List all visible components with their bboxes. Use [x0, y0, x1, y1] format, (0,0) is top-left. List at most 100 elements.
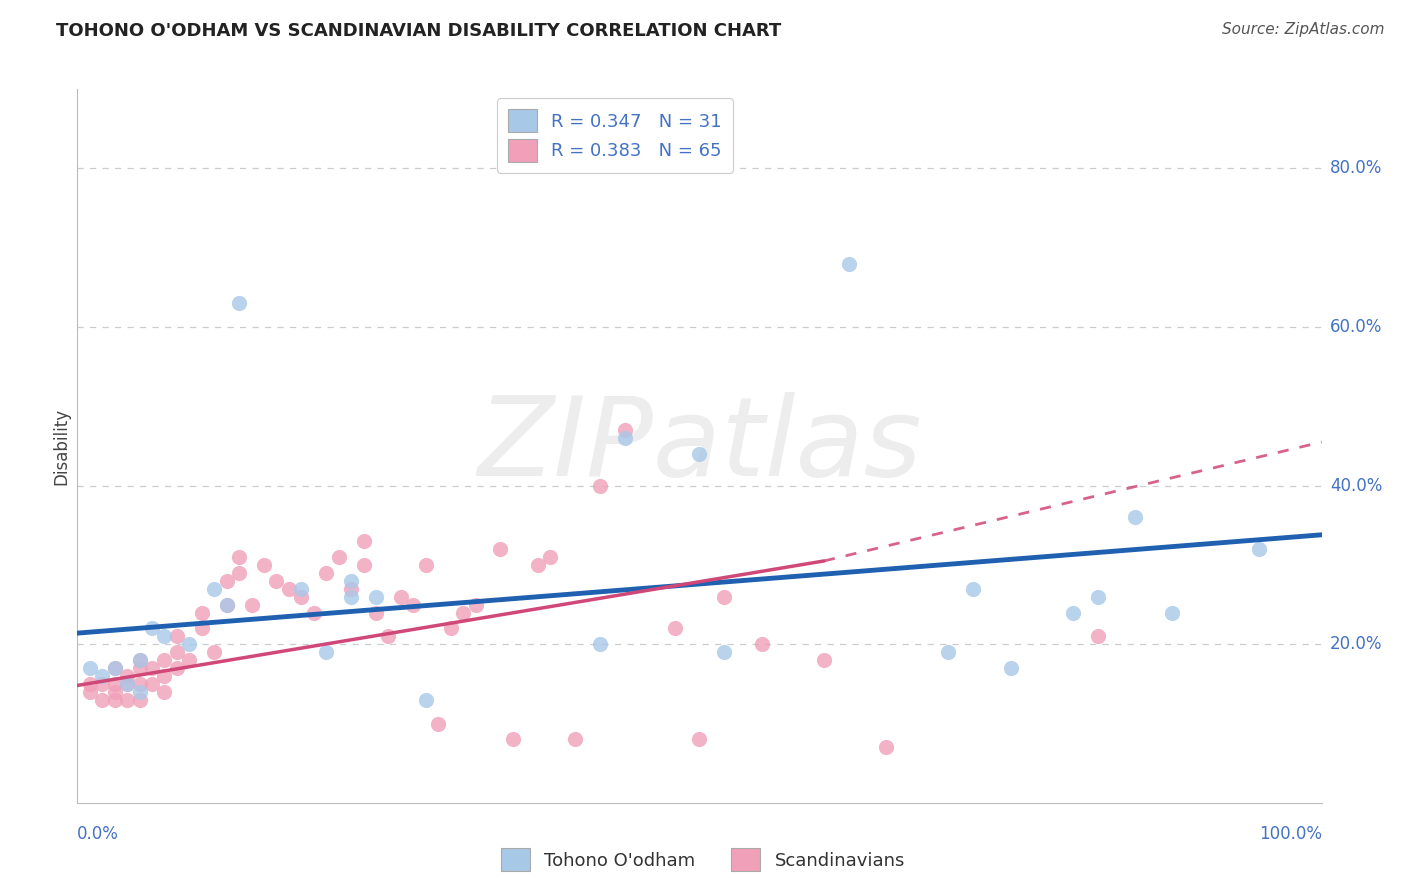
- Point: [141, 661, 163, 675]
- Point: [315, 566, 337, 580]
- Point: [202, 645, 225, 659]
- Text: Source: ZipAtlas.com: Source: ZipAtlas.com: [1222, 22, 1385, 37]
- Point: [128, 677, 150, 691]
- Point: [253, 558, 276, 572]
- Point: [91, 677, 114, 691]
- Point: [875, 740, 897, 755]
- Point: [938, 645, 960, 659]
- Text: ZIPatlas: ZIPatlas: [477, 392, 922, 500]
- Point: [302, 606, 325, 620]
- Point: [104, 661, 127, 675]
- Point: [128, 692, 150, 706]
- Point: [440, 621, 463, 635]
- Point: [115, 677, 138, 691]
- Y-axis label: Disability: Disability: [52, 408, 70, 484]
- Point: [166, 629, 188, 643]
- Point: [813, 653, 835, 667]
- Point: [402, 598, 425, 612]
- Point: [328, 549, 350, 564]
- Point: [215, 598, 238, 612]
- Point: [104, 677, 127, 691]
- Point: [153, 653, 176, 667]
- Point: [228, 549, 250, 564]
- Point: [689, 447, 711, 461]
- Point: [228, 296, 250, 310]
- Point: [1249, 542, 1271, 557]
- Point: [215, 598, 238, 612]
- Point: [451, 606, 474, 620]
- Point: [589, 637, 612, 651]
- Point: [377, 629, 399, 643]
- Point: [340, 574, 363, 588]
- Point: [489, 542, 512, 557]
- Point: [266, 574, 288, 588]
- Point: [1087, 629, 1109, 643]
- Point: [202, 582, 225, 596]
- Point: [179, 637, 201, 651]
- Point: [962, 582, 984, 596]
- Point: [589, 478, 612, 492]
- Point: [128, 685, 150, 699]
- Point: [1062, 606, 1084, 620]
- Point: [664, 621, 686, 635]
- Point: [141, 621, 163, 635]
- Point: [153, 685, 176, 699]
- Point: [538, 549, 561, 564]
- Point: [713, 590, 735, 604]
- Text: 0.0%: 0.0%: [77, 825, 120, 843]
- Point: [526, 558, 548, 572]
- Point: [115, 669, 138, 683]
- Point: [415, 692, 437, 706]
- Point: [128, 653, 150, 667]
- Point: [277, 582, 299, 596]
- Point: [128, 653, 150, 667]
- Point: [115, 692, 138, 706]
- Legend: Tohono O'odham, Scandinavians: Tohono O'odham, Scandinavians: [494, 841, 912, 879]
- Point: [228, 566, 250, 580]
- Point: [79, 685, 101, 699]
- Point: [153, 669, 176, 683]
- Point: [290, 590, 312, 604]
- Point: [128, 661, 150, 675]
- Point: [1087, 590, 1109, 604]
- Point: [153, 629, 176, 643]
- Point: [613, 431, 636, 445]
- Point: [564, 732, 586, 747]
- Point: [340, 582, 363, 596]
- Point: [79, 677, 101, 691]
- Point: [713, 645, 735, 659]
- Point: [240, 598, 263, 612]
- Point: [427, 716, 450, 731]
- Point: [340, 590, 363, 604]
- Point: [415, 558, 437, 572]
- Point: [79, 661, 101, 675]
- Point: [315, 645, 337, 659]
- Point: [751, 637, 773, 651]
- Point: [104, 692, 127, 706]
- Point: [353, 558, 375, 572]
- Text: 100.0%: 100.0%: [1258, 825, 1322, 843]
- Text: 40.0%: 40.0%: [1330, 476, 1382, 495]
- Point: [364, 606, 387, 620]
- Point: [502, 732, 524, 747]
- Point: [353, 534, 375, 549]
- Point: [104, 685, 127, 699]
- Text: 80.0%: 80.0%: [1330, 160, 1382, 178]
- Text: 60.0%: 60.0%: [1330, 318, 1382, 336]
- Point: [613, 423, 636, 437]
- Point: [364, 590, 387, 604]
- Point: [104, 661, 127, 675]
- Point: [115, 677, 138, 691]
- Point: [290, 582, 312, 596]
- Legend: R = 0.347   N = 31, R = 0.383   N = 65: R = 0.347 N = 31, R = 0.383 N = 65: [496, 98, 733, 173]
- Point: [464, 598, 486, 612]
- Point: [215, 574, 238, 588]
- Point: [1161, 606, 1184, 620]
- Point: [166, 645, 188, 659]
- Point: [389, 590, 412, 604]
- Point: [1000, 661, 1022, 675]
- Point: [91, 669, 114, 683]
- Point: [1123, 510, 1146, 524]
- Text: 20.0%: 20.0%: [1330, 635, 1382, 653]
- Point: [191, 606, 214, 620]
